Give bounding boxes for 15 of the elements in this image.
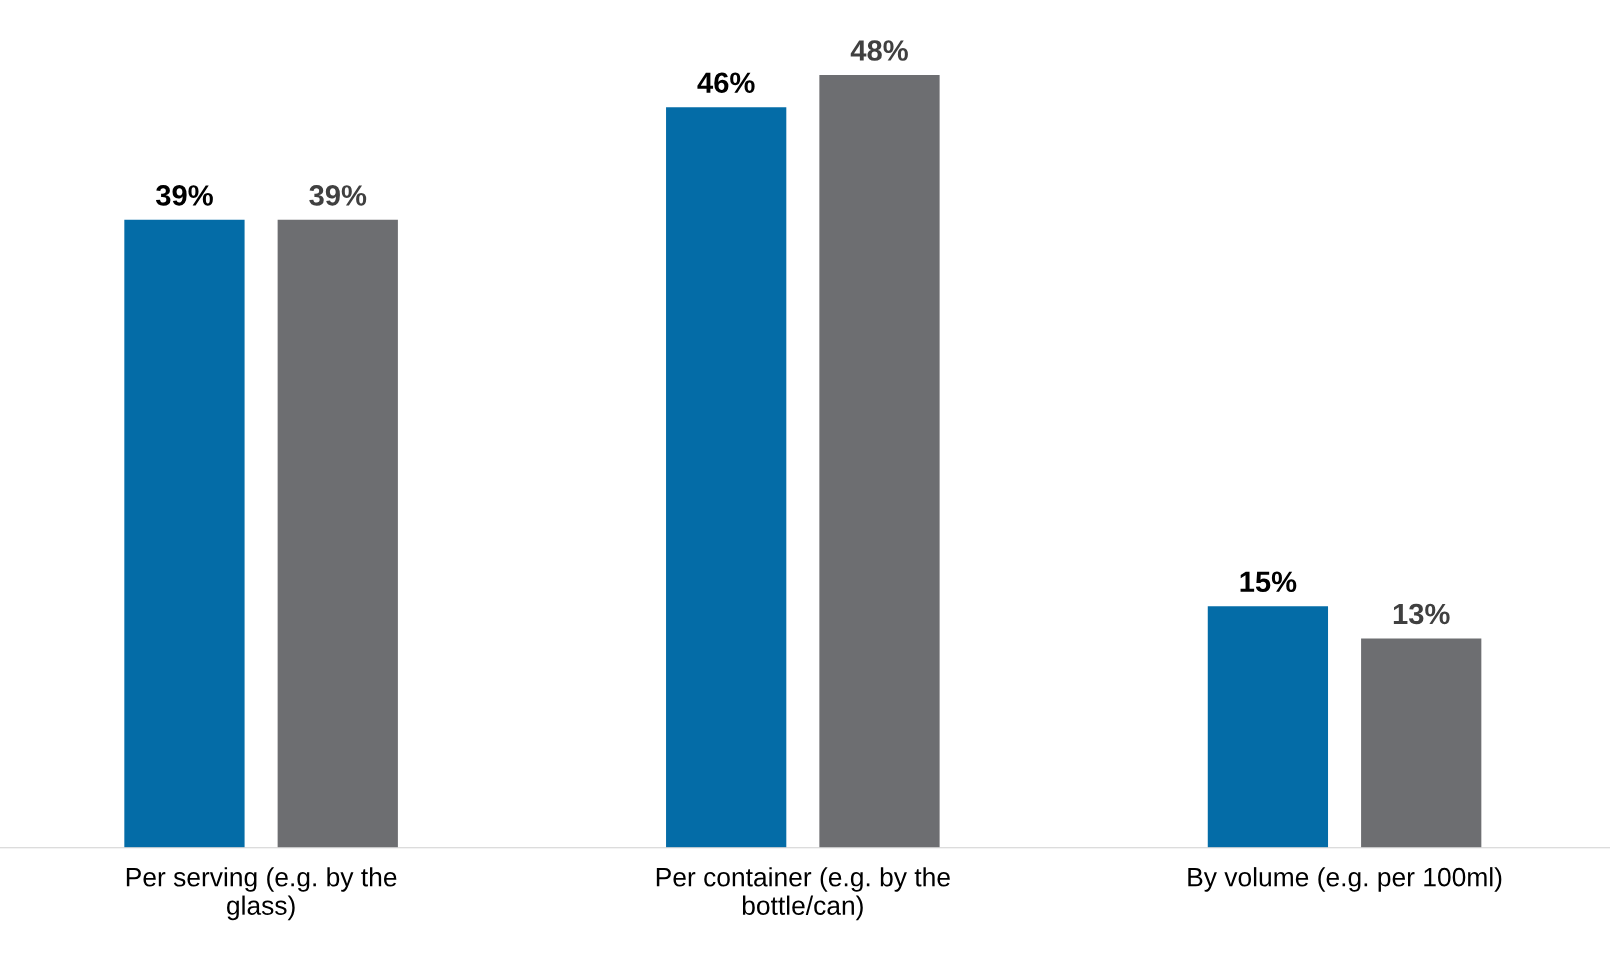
bar (124, 219, 245, 848)
bar (1207, 606, 1329, 848)
bar (666, 107, 787, 848)
x-tick-label: By volume (e.g. per 100ml) (1188, 867, 1502, 892)
bar (819, 74, 940, 848)
bar (1361, 638, 1482, 848)
bar (277, 219, 398, 848)
data-label: 48% (850, 40, 908, 61)
data-label: 13% (1393, 603, 1450, 625)
x-tick-label: Per serving (e.g. by the glass) (126, 867, 397, 921)
data-label: 39% (309, 185, 367, 206)
data-label: 15% (1240, 571, 1297, 593)
x-tick-label: Per container (e.g. by the bottle/can) (656, 867, 950, 921)
data-label: 46% (697, 72, 755, 94)
data-label: 39% (155, 185, 213, 206)
